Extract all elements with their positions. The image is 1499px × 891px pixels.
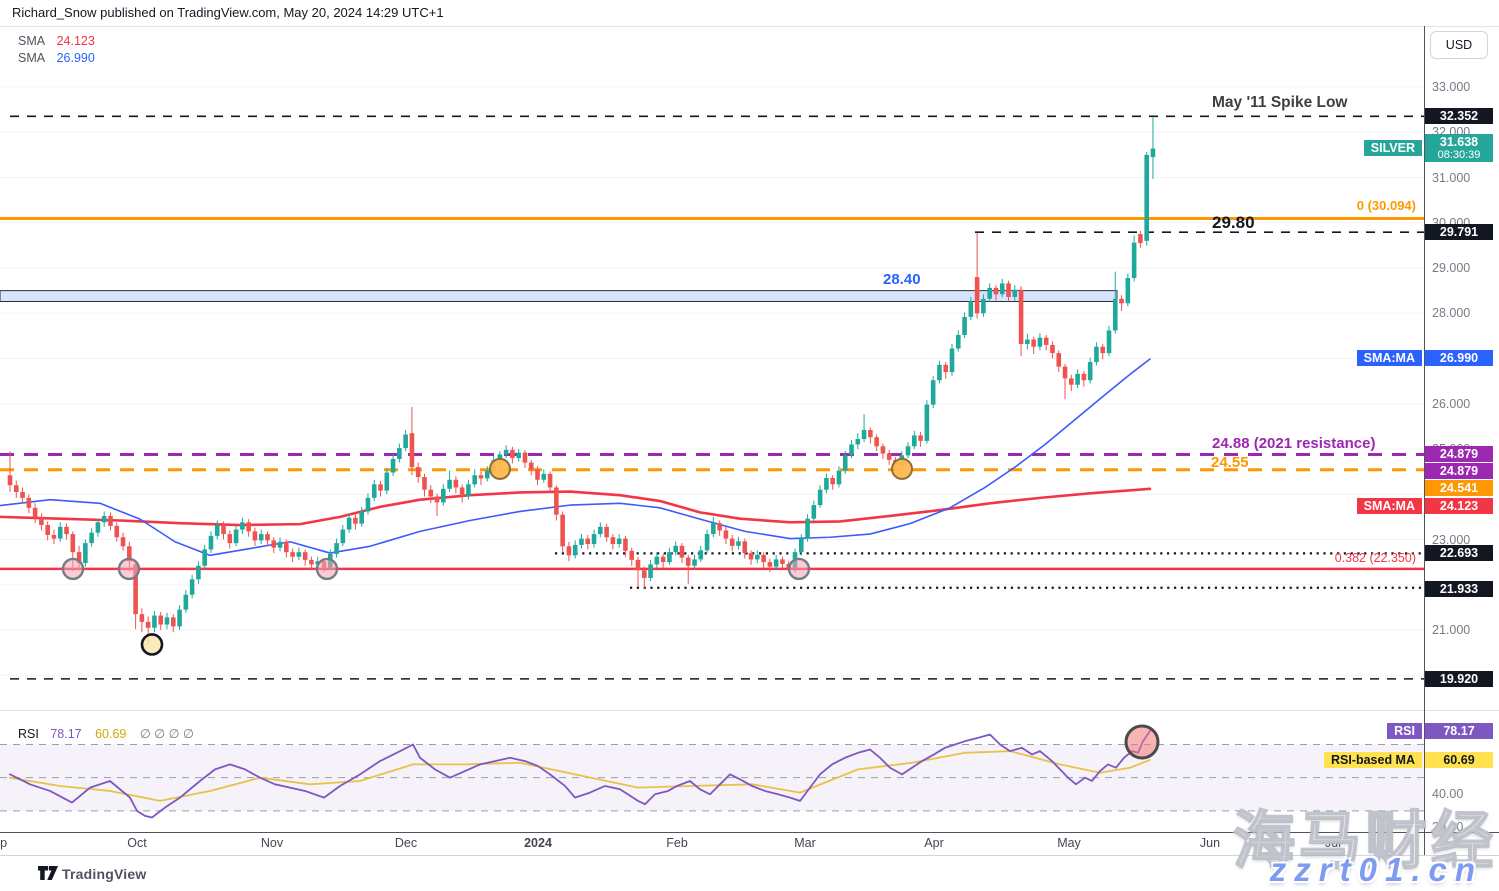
publish-byline: Richard_Snow published on TradingView.co… [12,5,444,20]
header-divider [0,26,1499,27]
tradingview-brand-text[interactable]: TradingView [62,866,147,882]
price-axis-badge: 32.352 [1425,108,1493,124]
time-axis-month-label: Apr [924,836,944,850]
watermark-cjk-text: 海马财经 [1232,806,1497,877]
price-tick-label: 29.000 [1432,261,1471,275]
rsi-value: 78.17 [50,727,82,741]
price-tick-label: 21.000 [1432,623,1471,637]
price-tick-label: 26.000 [1432,396,1471,411]
price-tick-label: 33.000 [1432,80,1471,94]
axis-left-label: SMA:MA [1356,498,1422,514]
annotation-text: 0.382 (22.350) [1334,551,1416,565]
axis-left-label: SILVER [1363,140,1422,156]
time-axis-month-label: Sep [0,836,8,850]
rsi-empty-params: ∅ ∅ ∅ ∅ [139,727,194,741]
tradingview-logo-icon[interactable] [38,866,58,881]
rsi-ma-line [9,750,1151,802]
event-circle-marker [891,457,913,480]
price-band-28-40 [0,290,1118,302]
event-circle-marker [787,557,811,581]
time-axis-divider [0,832,1499,833]
price-axis-badge: 24.879 [1425,463,1493,479]
badge-price-value: 31.638 [1439,135,1479,149]
currency-toggle-button[interactable]: USD [1430,31,1488,59]
event-circle-marker [140,633,164,656]
price-tick-label: 31.000 [1432,170,1471,185]
sma1-value: 24.123 [56,34,95,48]
price-axis-badge: 22.693 [1425,545,1493,561]
time-axis-month-label: 2024 [524,836,552,850]
time-axis-month-label: Jun [1199,836,1221,850]
annotation-text: 0 (30.094) [1356,198,1416,213]
rsi-ma-value: 60.69 [95,727,127,741]
price-axis-badge: 26.990 [1425,350,1493,366]
price-axis-badge: 19.920 [1425,671,1493,687]
price-axis-badge: 24.879 [1425,446,1493,462]
annotation-text: 28.40 [883,271,921,288]
time-axis-month-label: Dec [394,836,418,850]
event-circle-marker [315,557,339,581]
rsi-label: RSI [18,727,39,741]
price-axis-badge: 24.123 [1425,498,1493,514]
price-axis-badge: 21.933 [1425,581,1493,597]
price-axis-badge: 29.791 [1425,224,1493,240]
price-axis-badge: 24.541 [1425,480,1493,496]
sma-legend-row-1[interactable]: SMA 24.123 [18,34,95,48]
price-axis-badge: 60.69 [1425,752,1493,768]
event-circle-marker [117,557,141,581]
axis-left-label: SMA:MA [1356,350,1422,366]
sma2-label: SMA [18,51,46,65]
rsi-tick-label: 20.00 [1432,820,1464,835]
annotation-text: 24.55 [1211,454,1249,471]
watermark-site-text: zzrt01.cn [1269,851,1483,888]
badge-countdown: 08:30:39 [1437,149,1481,161]
price-axis-divider [1424,26,1425,855]
rsi-tick-label: 40.00 [1432,787,1464,802]
price-tick-label: 28.000 [1432,306,1471,321]
rsi-line [9,730,1151,819]
annotation-text: 29.80 [1212,213,1255,232]
time-axis-month-label: Nov [260,836,284,850]
annotation-text: May '11 Spike Low [1212,94,1348,111]
chart-canvas[interactable] [0,0,1424,855]
axis-left-label: RSI [1387,723,1422,739]
time-axis-month-label: Jul [1325,836,1341,850]
event-circle-marker [489,457,511,480]
candlestick-series [7,117,1156,645]
time-axis-month-label: Feb [666,836,688,850]
rsi-circle-marker [1124,724,1160,760]
sma2-value: 26.990 [56,51,95,65]
rsi-legend-row[interactable]: RSI 78.17 60.69 ∅ ∅ ∅ ∅ [18,726,194,741]
time-axis-month-label: May [1057,836,1081,850]
event-circle-marker [61,557,85,581]
sma1-label: SMA [18,34,46,48]
annotation-text: 24.88 (2021 resistance) [1212,435,1376,452]
price-axis-badge: 31.638 08:30:39 [1425,134,1493,162]
price-axis-badge: 78.17 [1425,723,1493,739]
time-axis-month-label: Mar [794,836,816,850]
footer-divider [0,855,1499,856]
sma-fast-line [0,358,1151,557]
axis-left-label: RSI-based MA [1323,752,1422,768]
sma-legend-row-2[interactable]: SMA 26.990 [18,51,95,65]
price-tick-label: 23.000 [1432,532,1471,547]
pane-divider[interactable] [0,710,1499,711]
time-axis-month-label: Oct [127,836,147,850]
